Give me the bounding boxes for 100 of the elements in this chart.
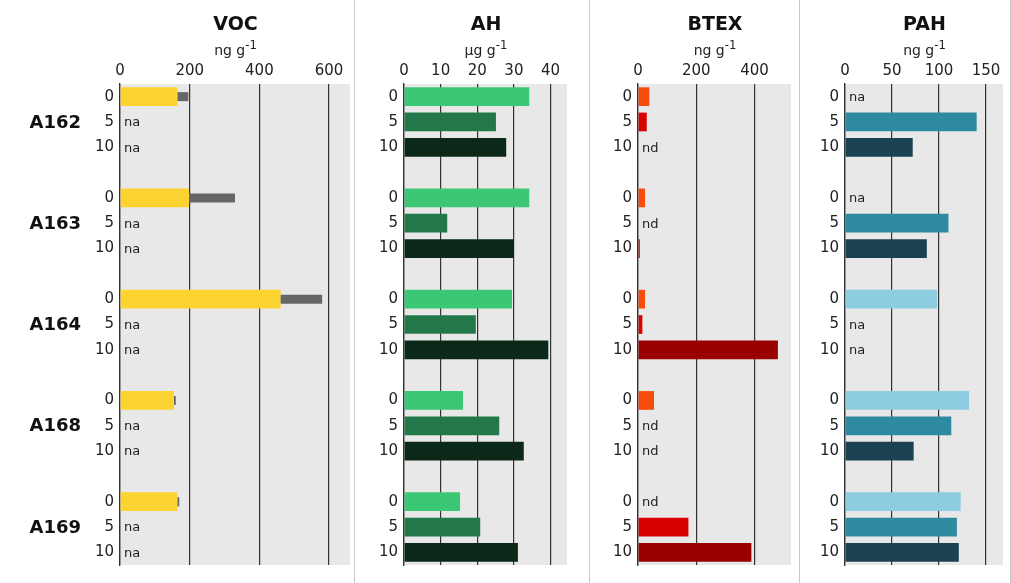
y-tick-label: 10 bbox=[612, 238, 632, 257]
bar bbox=[404, 87, 530, 107]
bar bbox=[120, 391, 175, 410]
y-tick-label: 5 bbox=[104, 111, 114, 130]
y-tick-label: 10 bbox=[612, 542, 632, 561]
y-tick-label: 0 bbox=[829, 289, 839, 308]
y-tick-label: 0 bbox=[829, 187, 839, 206]
bar bbox=[845, 239, 927, 258]
text: na bbox=[124, 114, 141, 130]
y-tick-label: 5 bbox=[622, 213, 632, 232]
bar bbox=[845, 441, 914, 461]
x-tick-label: 400 bbox=[245, 60, 274, 79]
y-tick-label: 0 bbox=[829, 86, 839, 105]
y-tick-label: 5 bbox=[622, 314, 632, 333]
bar bbox=[638, 112, 647, 132]
chart-title: PAH bbox=[902, 12, 947, 34]
y-tick-label: 0 bbox=[104, 491, 114, 510]
text: A168 bbox=[29, 414, 81, 436]
y-tick-label: 5 bbox=[829, 415, 839, 434]
y-tick-label: 10 bbox=[612, 339, 632, 358]
y-tick-label: 10 bbox=[378, 339, 398, 358]
y-tick-label: 5 bbox=[104, 516, 114, 535]
y-tick-label: 0 bbox=[104, 86, 114, 105]
y-tick-label: 5 bbox=[829, 213, 839, 232]
x-tick-label: 40 bbox=[540, 60, 561, 79]
y-tick-label: 0 bbox=[829, 390, 839, 409]
y-tick-label: 5 bbox=[104, 415, 114, 434]
bar bbox=[404, 137, 507, 157]
text: nd bbox=[642, 418, 659, 434]
bar bbox=[120, 188, 189, 208]
x-tick-label: 150 bbox=[971, 60, 1001, 79]
bar bbox=[638, 188, 645, 208]
y-tick-label: 10 bbox=[819, 339, 839, 358]
y-tick-label: 5 bbox=[388, 213, 398, 232]
bar bbox=[404, 188, 530, 208]
text: na bbox=[124, 519, 141, 535]
y-tick-label: 5 bbox=[104, 314, 114, 333]
text: na bbox=[124, 443, 141, 459]
bar bbox=[404, 416, 500, 436]
y-tick-label: 10 bbox=[378, 542, 398, 561]
bar bbox=[638, 87, 650, 107]
bar bbox=[845, 137, 913, 157]
bar bbox=[845, 492, 961, 512]
bar bbox=[845, 542, 959, 562]
bar bbox=[638, 289, 645, 309]
x-tick-label: 10 bbox=[431, 60, 451, 79]
y-tick-label: 10 bbox=[378, 238, 398, 257]
bar bbox=[404, 213, 448, 233]
y-tick-label: 5 bbox=[622, 415, 632, 434]
y-tick-label: 0 bbox=[104, 289, 114, 308]
bar bbox=[404, 239, 514, 258]
text: A169 bbox=[29, 515, 81, 537]
x-tick-label: 30 bbox=[504, 60, 524, 79]
chart-title: VOC bbox=[212, 12, 259, 34]
chart-title: AH bbox=[469, 12, 503, 34]
y-tick-label: 5 bbox=[104, 213, 114, 232]
y-tick-label: 10 bbox=[819, 440, 839, 459]
bar bbox=[404, 441, 524, 461]
text: na bbox=[124, 342, 141, 358]
y-tick-label: 10 bbox=[819, 137, 839, 156]
y-tick-label: 0 bbox=[829, 491, 839, 510]
y-tick-label: 0 bbox=[622, 86, 632, 105]
text: nd bbox=[642, 139, 659, 155]
bar bbox=[404, 340, 549, 360]
text: na bbox=[124, 544, 141, 560]
y-tick-label: 10 bbox=[94, 440, 114, 459]
bar bbox=[404, 492, 461, 512]
text: na bbox=[124, 316, 141, 332]
bar bbox=[845, 517, 957, 537]
y-tick-label: 0 bbox=[622, 390, 632, 409]
y-tick-label: 5 bbox=[388, 516, 398, 535]
bar bbox=[404, 112, 496, 132]
bar bbox=[638, 542, 752, 562]
bar bbox=[404, 391, 463, 410]
y-tick-label: 10 bbox=[612, 440, 632, 459]
y-tick-label: 5 bbox=[829, 111, 839, 130]
bar bbox=[404, 542, 518, 562]
text: A164 bbox=[29, 313, 81, 335]
y-tick-label: 5 bbox=[622, 516, 632, 535]
chart-subtitle: ng g$^{-1}$ bbox=[692, 38, 738, 58]
bar bbox=[845, 391, 970, 410]
text: na bbox=[849, 190, 866, 206]
y-tick-label: 10 bbox=[819, 542, 839, 561]
y-tick-label: 10 bbox=[94, 339, 114, 358]
bar bbox=[404, 289, 513, 309]
y-tick-label: 10 bbox=[94, 542, 114, 561]
x-tick-label: 20 bbox=[467, 60, 487, 79]
x-tick-label: 100 bbox=[924, 60, 954, 79]
y-tick-label: 0 bbox=[388, 491, 398, 510]
bar bbox=[845, 112, 977, 132]
y-tick-label: 0 bbox=[104, 187, 114, 206]
y-tick-label: 0 bbox=[622, 491, 632, 510]
chart-subtitle: μg g$^{-1}$ bbox=[463, 38, 509, 58]
text: na bbox=[124, 240, 141, 256]
y-tick-label: 10 bbox=[612, 137, 632, 156]
y-tick-label: 0 bbox=[622, 187, 632, 206]
y-tick-label: 5 bbox=[622, 111, 632, 130]
y-tick-label: 5 bbox=[388, 111, 398, 130]
bar bbox=[120, 289, 281, 309]
bar bbox=[120, 492, 178, 512]
